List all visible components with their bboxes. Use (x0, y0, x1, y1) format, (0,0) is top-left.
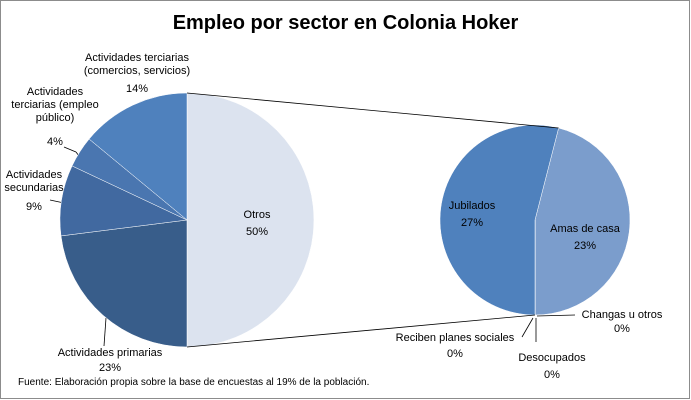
slice-label: Jubilados (448, 200, 496, 212)
slice-label: Actividades secundarias (4, 169, 64, 194)
connector-line (186, 314, 536, 348)
slice-label: Changas u otros (581, 309, 663, 321)
slice-label: Actividades terciarias (empleo público) (11, 86, 99, 124)
slice-value-label: 0% (614, 323, 630, 335)
pie-slice (534, 127, 631, 316)
slice-value-label: 23% (98, 362, 122, 374)
pie-slice (186, 92, 315, 348)
slice-value-label: 0% (447, 348, 463, 360)
slice-label: Otros (243, 209, 271, 221)
slice-value-label: 14% (125, 83, 149, 95)
leader-line (103, 317, 107, 347)
slice-label: Actividades terciarias (comercios, servi… (83, 52, 191, 77)
slice-value-label: 9% (26, 201, 42, 213)
leader-line (536, 314, 576, 317)
slice-label: Reciben planes sociales (395, 332, 515, 344)
slice-value-label: 23% (573, 240, 597, 252)
pie-slice (439, 124, 559, 316)
connector-line (186, 92, 559, 129)
pie-slice (60, 219, 188, 348)
leader-line (521, 317, 534, 338)
slice-value-label: 0% (544, 369, 560, 381)
slice-label: Desocupados (518, 352, 586, 364)
chart-title: Empleo por sector en Colonia Hoker (172, 12, 519, 34)
slice-value-label: 4% (47, 136, 63, 148)
slice-label: Actividades primarias (57, 347, 163, 359)
leader-line (63, 146, 77, 153)
slice-value-label: 27% (460, 217, 484, 229)
slice-label: Amas de casa (550, 223, 620, 235)
pie-slice (88, 92, 188, 221)
footnote: Fuente: Elaboración propia sobre la base… (18, 377, 370, 388)
slice-value-label: 50% (245, 226, 269, 238)
